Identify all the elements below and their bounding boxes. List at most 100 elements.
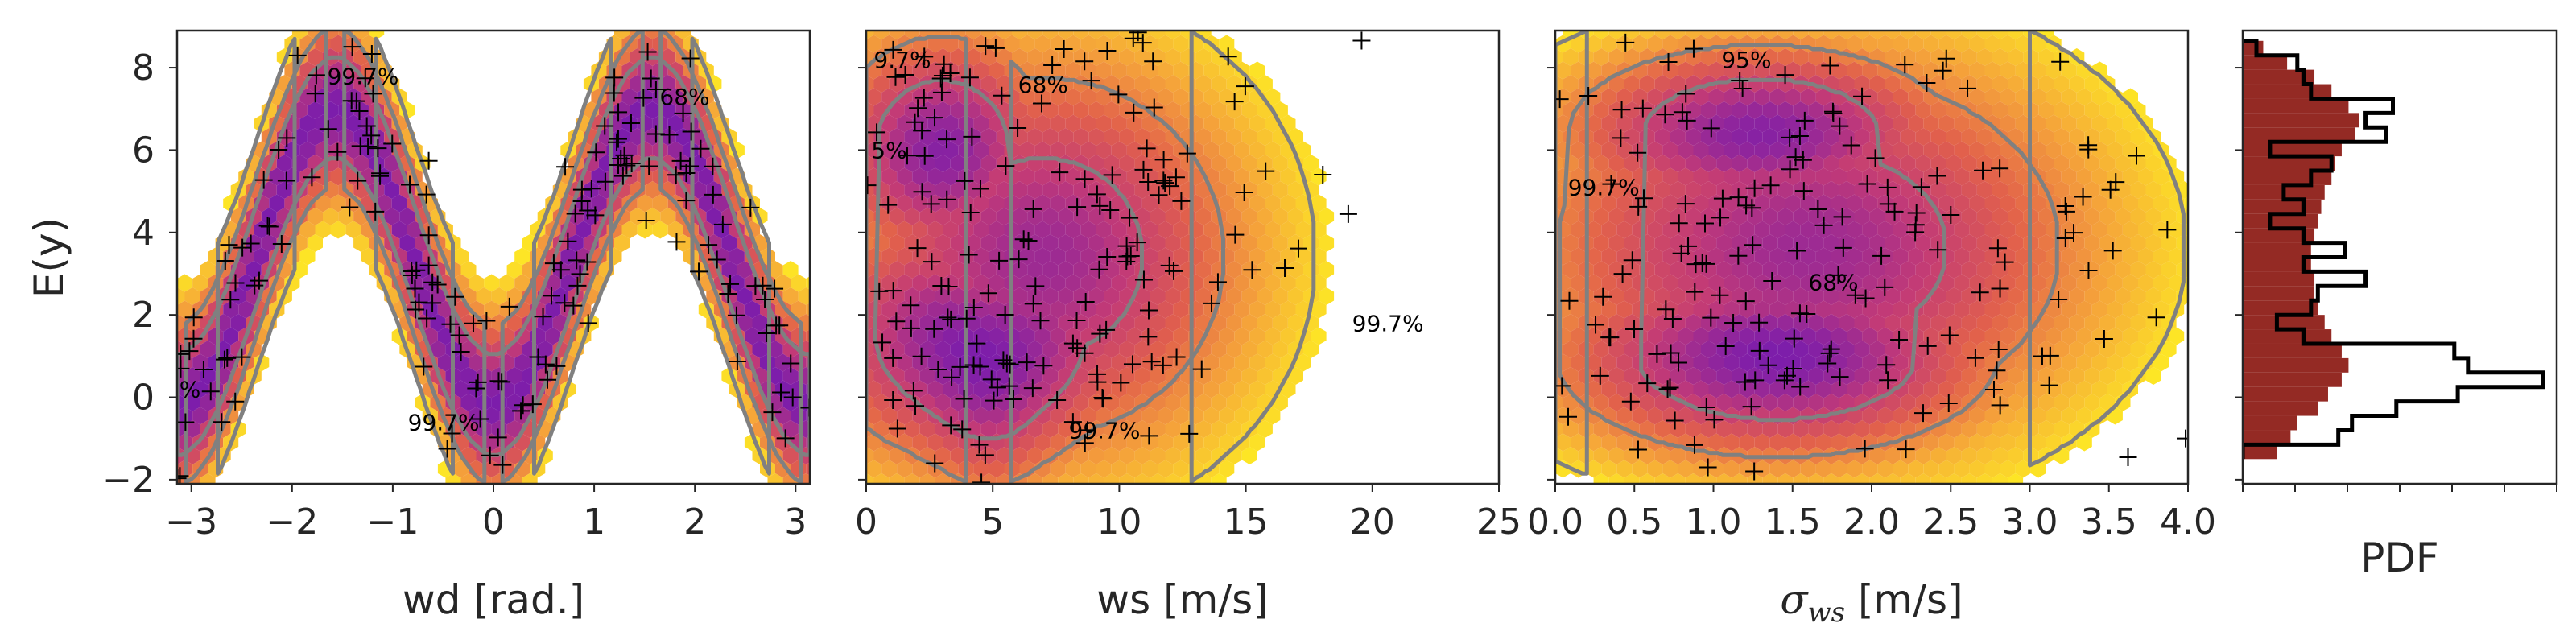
hexbin-cell — [1647, 88, 1663, 106]
hexbin-cell — [1754, 88, 1770, 106]
hexbin-cell — [1195, 208, 1212, 225]
hexbin-cell — [1065, 460, 1081, 478]
hexbin-cell — [484, 327, 500, 345]
hexbin-cell — [1762, 420, 1778, 438]
hexbin-cell — [775, 407, 791, 425]
hexbin-cell — [2107, 194, 2123, 213]
hexbin-cell — [1847, 9, 1862, 27]
hexbin-cell — [1219, 433, 1235, 452]
sample-marker — [1677, 85, 1695, 103]
hexbin-cell — [1709, 9, 1724, 27]
hexbin-cell — [897, 327, 913, 345]
hexbin-cell — [2107, 274, 2123, 292]
hexbin-cell — [1847, 460, 1863, 478]
contour-line — [1555, 31, 1589, 476]
hexbin-cell — [1593, 473, 1609, 484]
sample-marker — [1672, 244, 1690, 262]
hexbin-cell — [1785, 88, 1801, 106]
hexbin-cell — [1616, 353, 1633, 372]
hexbin-cell — [1234, 407, 1250, 425]
sample-marker — [529, 348, 547, 366]
hexbin-cell — [2069, 341, 2085, 358]
hexbin-cell — [1265, 141, 1281, 159]
hexbin-cell — [330, 167, 346, 186]
hexbin-cell — [1141, 167, 1158, 186]
hexbin-cell — [331, 9, 346, 27]
hexbin-cell — [1762, 155, 1778, 172]
sample-marker — [1612, 129, 1630, 147]
hexbin-cell — [1915, 101, 1931, 119]
hexbin-cell — [919, 128, 935, 146]
hexbin-cell — [851, 407, 866, 425]
sample-marker — [898, 147, 916, 165]
hexbin-cell — [1831, 460, 1847, 478]
hexbin-cell — [2038, 101, 2054, 119]
hexbin-cell — [1739, 380, 1755, 398]
hexbin-cell — [1984, 88, 2000, 106]
hexbin-cell — [1777, 261, 1794, 279]
hexbin-cell — [1203, 433, 1220, 452]
hexbin-cell — [2130, 208, 2146, 225]
sample-marker — [1775, 371, 1794, 390]
hexbin-cell — [1739, 61, 1755, 80]
hexbin-cell — [1893, 300, 1909, 319]
hexbin-cell — [1678, 61, 1694, 80]
hexbin-cell — [154, 420, 169, 438]
hexbin-cell — [1885, 447, 1901, 464]
sample-marker — [1736, 292, 1755, 311]
sample-marker — [215, 350, 233, 369]
hexbin-cell — [1678, 460, 1694, 478]
hexbin-cell — [1195, 234, 1212, 252]
hexbin-cell — [1593, 447, 1609, 464]
hexbin-cell — [2069, 287, 2085, 305]
hexbin-cell — [1012, 447, 1028, 464]
hexbin-cell — [1976, 447, 1992, 464]
hexbin-cell — [1716, 473, 1732, 484]
hexbin-cell — [1992, 473, 2008, 484]
x-tick-label: 10 — [1096, 502, 1141, 543]
hexbin-cell — [1219, 353, 1235, 372]
sample-marker — [1000, 377, 1018, 395]
hexbin-cell — [2122, 353, 2138, 372]
hexbin-cell — [713, 194, 729, 213]
sample-marker — [1219, 47, 1237, 66]
hexbin-cell — [1203, 88, 1220, 106]
hexbin-cell — [2099, 128, 2116, 146]
hexbin-cell — [1708, 460, 1724, 478]
hexbin-cell — [1158, 221, 1174, 239]
hexbin-cell — [2069, 367, 2085, 385]
hexbin-cell — [1073, 101, 1089, 119]
hexbin-cell — [851, 62, 866, 80]
hexbin-cell — [1532, 48, 1547, 66]
hexbin-cell — [1823, 314, 1839, 332]
hexbin-cell — [1639, 420, 1655, 438]
sample-marker — [366, 202, 385, 221]
hexbin-cell — [254, 247, 270, 266]
hexbin-cell — [2030, 35, 2046, 53]
hexbin-cell — [1785, 194, 1801, 213]
hexbin-cell — [1900, 314, 1916, 332]
hexbin-cell — [2000, 274, 2016, 292]
hexbin-cell — [1027, 341, 1043, 358]
hexbin-cell — [2000, 221, 2016, 239]
hexbin-cell — [1624, 473, 1640, 484]
sample-marker — [728, 352, 746, 370]
hexbin-cell — [1685, 181, 1701, 199]
hexbin-cell — [973, 114, 989, 133]
hexbin-cell — [1593, 155, 1609, 172]
hexbin-cell — [384, 155, 400, 172]
hexbin-cell — [1885, 394, 1901, 411]
hexbin-cell — [1693, 433, 1709, 452]
hexbin-cell — [1823, 261, 1839, 279]
hexbin-cell — [1693, 194, 1709, 213]
hexbin-cell — [1050, 141, 1066, 159]
hexbin-cell — [1126, 61, 1142, 80]
hexbin-cell — [1111, 327, 1127, 345]
panel-ws-y-ticks — [858, 67, 866, 481]
hexbin-cell — [1150, 208, 1166, 225]
sample-marker — [1879, 195, 1897, 213]
sample-marker — [953, 420, 972, 439]
sample-marker — [1795, 111, 1814, 130]
sample-marker — [1742, 398, 1761, 416]
hexbin-cell — [399, 208, 415, 225]
